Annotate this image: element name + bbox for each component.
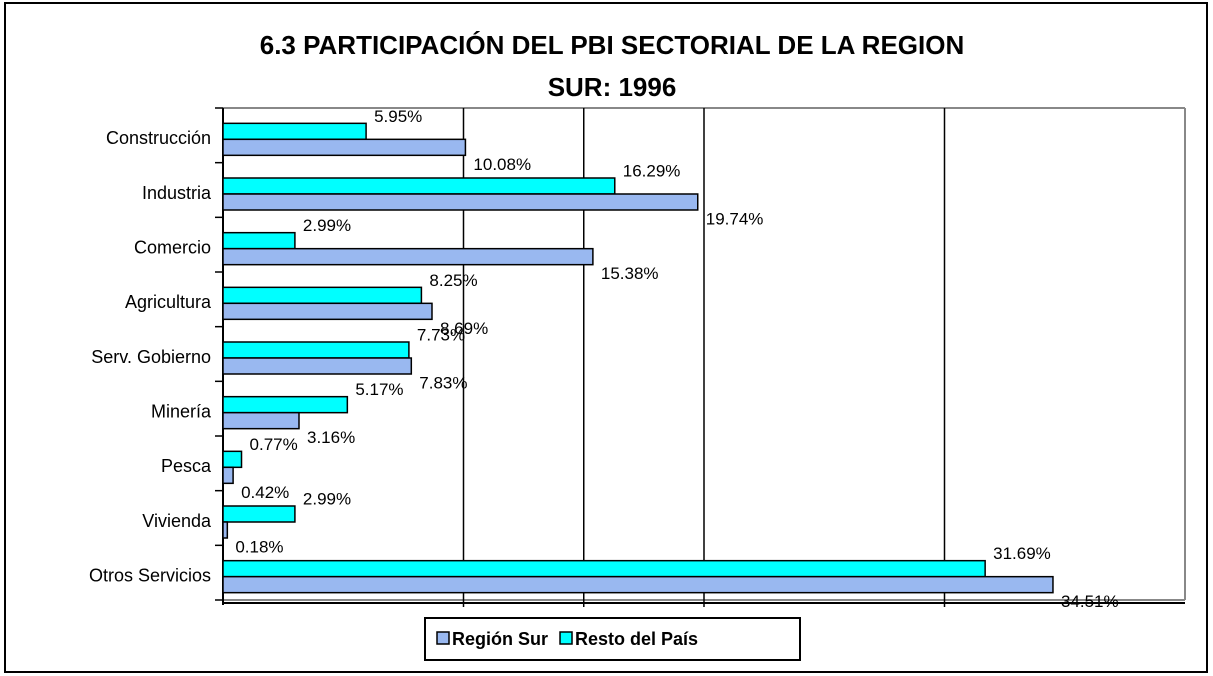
bar (222, 505, 296, 523)
data-label: 16.29% (623, 161, 681, 180)
bar (222, 122, 367, 141)
legend-swatch (436, 631, 450, 645)
bar (222, 411, 300, 430)
legend-label: Resto del País (575, 629, 698, 649)
bar (222, 302, 433, 321)
data-label: 19.74% (706, 209, 764, 228)
y-tick-label: Agricultura (125, 292, 212, 312)
data-label: 2.99% (303, 489, 351, 508)
bar (222, 575, 1054, 594)
data-label: 8.69% (440, 319, 488, 338)
bar (222, 559, 986, 578)
y-tick-label: Vivienda (142, 511, 212, 531)
y-tick-label: Construcción (106, 128, 211, 148)
legend-label: Región Sur (452, 629, 548, 649)
data-label: 15.38% (601, 264, 659, 283)
bar (222, 395, 349, 414)
data-label: 8.25% (429, 271, 477, 290)
bar (222, 357, 413, 375)
data-label: 31.69% (993, 544, 1051, 563)
y-tick-label: Serv. Gobierno (91, 347, 211, 367)
chart-subtitle: SUR: 1996 (548, 72, 677, 102)
data-label: 0.77% (250, 435, 298, 454)
data-label: 34.51% (1061, 592, 1119, 611)
data-label: 5.17% (355, 380, 403, 399)
data-label: 3.16% (307, 428, 355, 447)
bar (222, 466, 234, 485)
bar (222, 177, 616, 195)
legend: Región Sur Resto del País (424, 617, 801, 661)
bar (222, 286, 423, 305)
bar (222, 138, 467, 157)
bar (222, 247, 594, 266)
bar (222, 521, 229, 539)
y-tick-label: Industria (142, 183, 212, 203)
data-label: 7.83% (419, 373, 467, 392)
data-label: 0.18% (235, 537, 283, 556)
y-tick-label: Comercio (134, 237, 211, 257)
y-tick-label: Minería (151, 401, 212, 421)
bar (222, 231, 296, 250)
bar (222, 341, 410, 359)
y-tick-label: Pesca (161, 456, 212, 476)
legend-box (424, 617, 801, 661)
data-label: 10.08% (473, 155, 531, 174)
data-label: 2.99% (303, 216, 351, 235)
bar (222, 450, 243, 469)
data-label: 7.73% (417, 325, 465, 344)
chart-title: 6.3 PARTICIPACIÓN DEL PBI SECTORIAL DE L… (260, 30, 965, 60)
data-label: 0.42% (241, 483, 289, 502)
data-label: 5.95% (374, 107, 422, 126)
bar (222, 193, 699, 211)
legend-swatch (559, 631, 573, 645)
y-tick-label: Otros Servicios (89, 565, 211, 585)
